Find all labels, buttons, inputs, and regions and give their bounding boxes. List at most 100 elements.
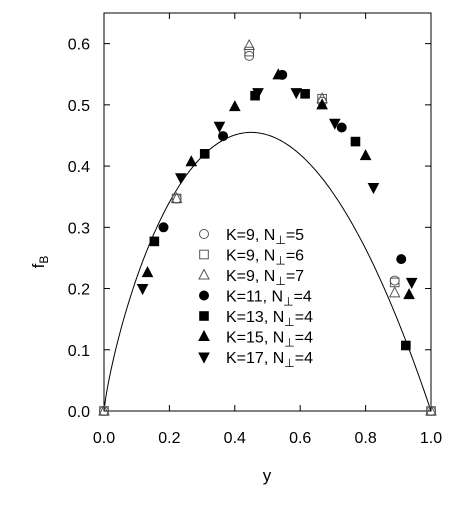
plot-frame: [103, 12, 432, 412]
data-point: [141, 266, 154, 278]
y-tick-label: 0.1: [68, 343, 90, 360]
legend: K=9, N⊥=5K=9, N⊥=6K=9, N⊥=7K=11, N⊥=4K=1…: [198, 227, 313, 370]
legend-label-main: K=15, N: [226, 330, 284, 347]
legend-entry: K=9, N⊥=5: [199, 227, 304, 247]
data-point: [213, 121, 226, 133]
legend-label-sub: ⊥: [284, 356, 294, 370]
data-point: [185, 155, 198, 167]
data-point: [425, 404, 437, 416]
data-point: [336, 122, 347, 133]
y-tick-label: 0.4: [68, 159, 90, 176]
data-point: [218, 131, 229, 142]
series-5: [149, 89, 411, 351]
legend-entry: K=9, N⊥=7: [198, 268, 304, 288]
svg-text:fB: fB: [29, 256, 51, 269]
data-point: [405, 277, 418, 289]
legend-marker: [198, 329, 210, 341]
data-point: [272, 68, 285, 80]
x-tick-label: 0.8: [354, 430, 376, 447]
legend-label-main: K=9, N: [226, 248, 275, 265]
data-point: [367, 183, 380, 195]
legend-label-main: K=17, N: [226, 350, 284, 367]
data-point: [149, 236, 160, 247]
data-point: [389, 275, 400, 286]
y-tick-label: 0.0: [68, 404, 90, 421]
legend-label-sub: ⊥: [283, 295, 293, 309]
legend-label-sub: ⊥: [284, 315, 294, 329]
y-tick-label: 0.6: [68, 37, 90, 54]
theory-curve: [103, 131, 432, 412]
x-tick-label: 0.0: [93, 430, 115, 447]
y-axis-label: fB: [29, 256, 51, 269]
data-point: [350, 136, 361, 147]
series-7: [136, 88, 418, 296]
legend-label-main: K=11, N: [226, 289, 283, 306]
legend-label-sub: ⊥: [275, 254, 285, 268]
x-axis-label: y: [263, 466, 272, 485]
y-tick-label: 0.3: [68, 220, 90, 237]
y-tick-label: 0.2: [68, 282, 90, 299]
series-3: [98, 38, 437, 416]
x-tick-label: 1.0: [420, 430, 442, 447]
legend-label-main: K=9, N: [226, 268, 275, 285]
x-tick-label: 0.6: [289, 430, 311, 447]
legend-label-main: K=13, N: [226, 309, 284, 326]
data-point: [300, 89, 310, 99]
data-point: [252, 88, 264, 100]
data-point: [401, 340, 411, 351]
data-point: [290, 88, 303, 100]
data-point: [199, 149, 210, 159]
legend-label-main: K=9, N: [226, 227, 275, 244]
data-point: [136, 284, 149, 296]
legend-label-tail: =5: [286, 227, 304, 244]
data-point: [243, 38, 256, 50]
data-points: [98, 38, 437, 416]
legend-label-tail: =4: [294, 289, 312, 306]
legend-marker: [199, 229, 209, 239]
legend-entry: K=15, N⊥=4: [198, 329, 313, 350]
legend-label: K=13, N⊥=4: [226, 309, 313, 329]
legend-label-tail: =4: [295, 309, 313, 326]
legend-label: K=9, N⊥=7: [226, 268, 304, 288]
legend-label-tail: =4: [295, 330, 313, 347]
y-axis-label-main: f: [29, 263, 48, 268]
plot-axes: 0.0 0.2 0.4 0.6 0.8 1.0 0.0 0.1 0.2 0.3 0.4 0.5 0.6: [68, 12, 442, 447]
y-tick-label: 0.5: [68, 98, 90, 115]
legend-marker: [198, 268, 210, 280]
y-axis-label-sub: B: [37, 256, 51, 264]
legend-label-tail: =4: [295, 350, 313, 367]
legend-label-sub: ⊥: [284, 336, 294, 350]
data-point: [359, 149, 372, 161]
legend-label-tail: =6: [286, 248, 304, 265]
legend-label-sub: ⊥: [275, 233, 285, 247]
data-point: [158, 222, 169, 233]
data-point: [175, 173, 187, 185]
legend-label: K=9, N⊥=5: [226, 227, 304, 247]
legend-marker: [198, 352, 210, 364]
data-point: [98, 404, 110, 416]
legend-entry: K=13, N⊥=4: [199, 309, 313, 329]
legend-marker: [199, 290, 209, 301]
data-point: [403, 288, 415, 300]
x-tick-label: 0.4: [224, 430, 246, 447]
legend-label: K=17, N⊥=4: [226, 350, 313, 370]
data-point: [396, 254, 407, 265]
legend-entry: K=9, N⊥=6: [199, 248, 304, 268]
legend-entry: K=11, N⊥=4: [199, 289, 312, 309]
series-6: [141, 68, 415, 300]
data-point: [244, 46, 254, 57]
theory-curve-line: [103, 131, 432, 412]
legend-label-sub: ⊥: [275, 274, 285, 288]
legend-label: K=9, N⊥=6: [226, 248, 304, 268]
legend-label: K=15, N⊥=4: [226, 330, 313, 350]
data-point: [170, 191, 183, 204]
x-tick-label: 0.2: [158, 430, 180, 447]
legend-label-tail: =7: [286, 268, 304, 285]
legend-entry: K=17, N⊥=4: [198, 350, 313, 370]
data-point: [388, 286, 401, 298]
legend-marker: [199, 249, 209, 260]
legend-marker: [199, 311, 209, 321]
data-point: [329, 118, 341, 130]
legend-label: K=11, N⊥=4: [226, 289, 312, 309]
